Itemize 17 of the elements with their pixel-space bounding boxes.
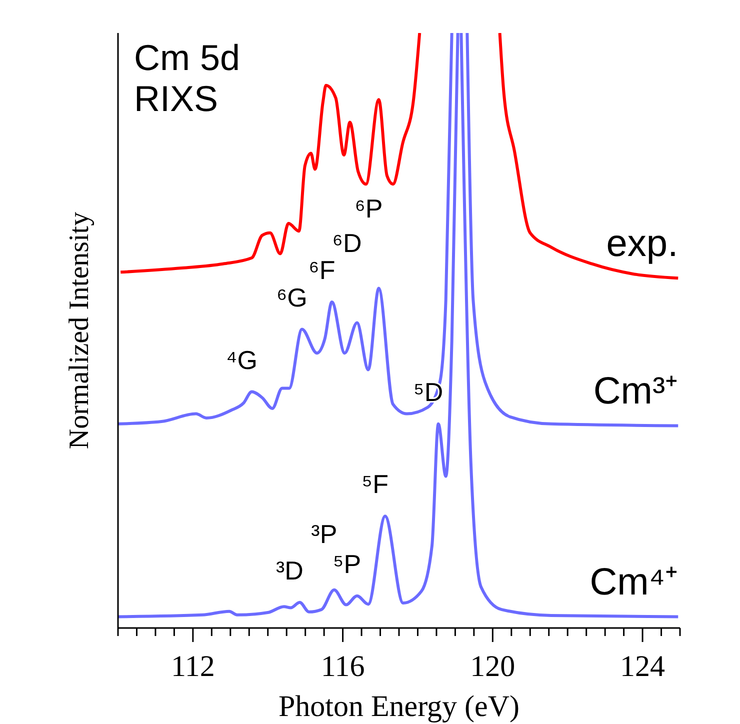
- annotation: ³D: [276, 555, 304, 586]
- x-tick-label: 116: [320, 650, 365, 683]
- text: Cm 5d RIXS: [134, 37, 242, 120]
- x-tick-label: 124: [620, 650, 666, 683]
- annotation: ⁴G: [226, 344, 258, 375]
- x-tick-label: 112: [170, 650, 215, 683]
- annotation: ⁵P: [332, 548, 362, 579]
- series-label: Cm³⁺: [593, 370, 678, 413]
- x-tick-label: 120: [470, 650, 516, 683]
- y-axis-title: Normalized Intensity: [64, 212, 95, 450]
- annotation: ³P: [311, 518, 338, 549]
- annotation: ⁵F: [362, 469, 388, 500]
- series-label: exp.: [606, 223, 678, 266]
- annotation: ⁶P: [354, 193, 383, 224]
- x-axis-title: Photon Energy (eV): [278, 690, 520, 723]
- annotation: ⁶G: [276, 282, 308, 312]
- series-label: Cm⁴⁺: [590, 562, 678, 604]
